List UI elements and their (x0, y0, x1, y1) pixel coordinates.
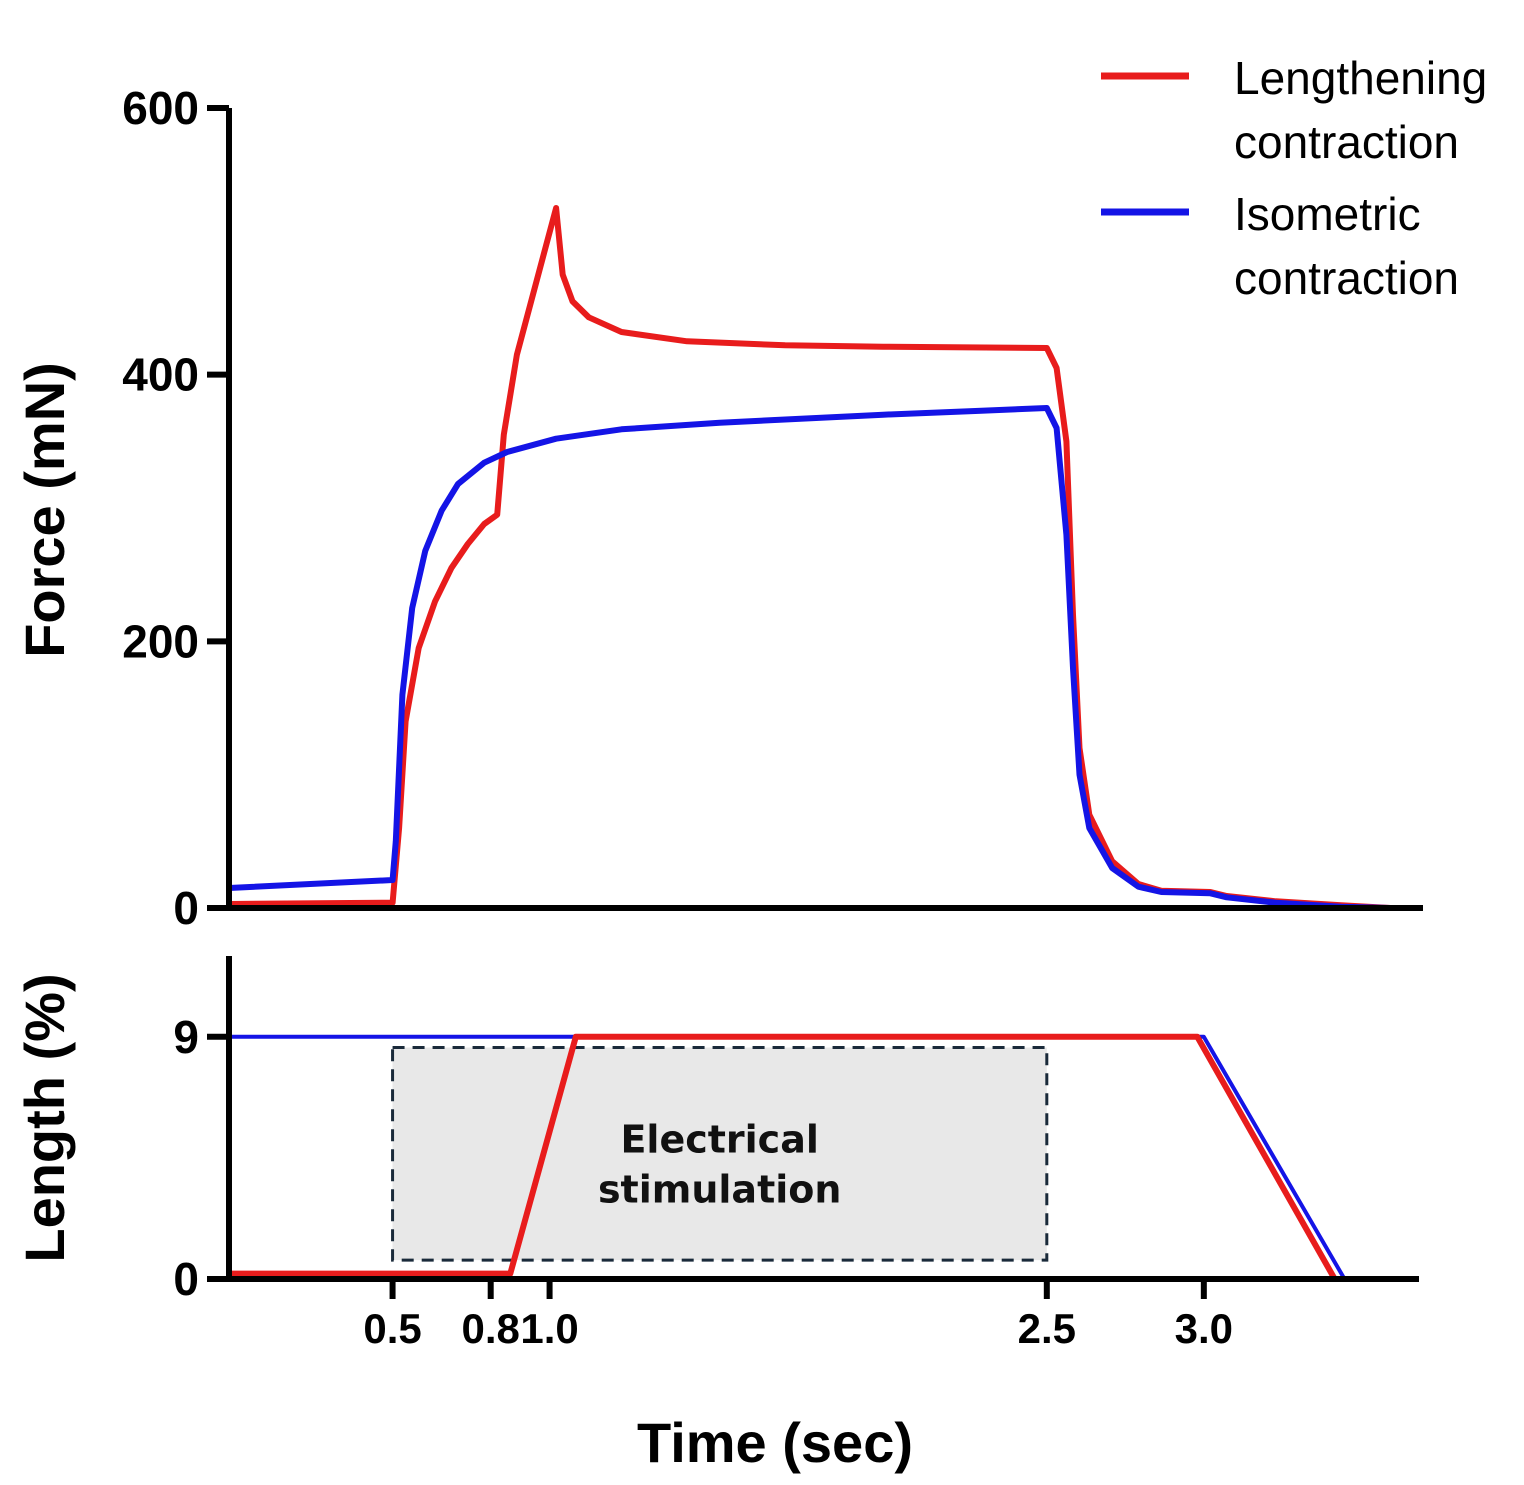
x-tick-label: 1.0 (520, 1305, 578, 1352)
stimulation-label-line1: Electrical (620, 1118, 818, 1162)
force-y-tick-label: 600 (122, 82, 199, 134)
legend: Lengthening contraction Isometric contracti… (1101, 52, 1487, 304)
force-series-line-isometric (226, 405, 1394, 911)
force-panel: 0 200 400 600 Force (mN) (13, 82, 1423, 934)
length-y-tick-label: 9 (173, 1011, 199, 1063)
legend-label-line2: contraction (1234, 116, 1459, 168)
length-y-axis-title: Length (%) (13, 973, 76, 1262)
legend-item-isometric: Isometric contraction (1101, 188, 1459, 304)
stimulation-box (391, 1046, 1049, 1262)
legend-label-line1: Lengthening (1234, 52, 1487, 104)
legend-label-line2: contraction (1234, 252, 1459, 304)
x-tick-label: 2.5 (1018, 1305, 1076, 1352)
force-series-line-lengthening (226, 205, 1394, 911)
length-series-line-isometric (227, 1034, 1347, 1281)
legend-item-lengthening: Lengthening contraction (1101, 52, 1487, 168)
legend-label-line1: Isometric (1234, 188, 1421, 240)
force-y-axis-title: Force (mN) (13, 362, 76, 658)
length-y-tick-label: 0 (173, 1253, 199, 1305)
x-tick-label: 0.5 (363, 1305, 421, 1352)
length-panel: Electrical stimulation 0 9 0.5 0.8 1.0 2.5 3.0 Le… (13, 956, 1419, 1474)
force-y-tick-label: 0 (173, 882, 199, 934)
x-tick-label: 3.0 (1175, 1305, 1233, 1352)
x-tick-label: 0.8 (462, 1305, 520, 1352)
stimulation-label-line2: stimulation (598, 1168, 841, 1212)
force-y-tick-label: 200 (122, 615, 199, 667)
force-y-tick-label: 400 (122, 349, 199, 401)
x-axis-title: Time (sec) (637, 1411, 913, 1474)
length-series-line-lengthening (226, 1033, 1338, 1282)
